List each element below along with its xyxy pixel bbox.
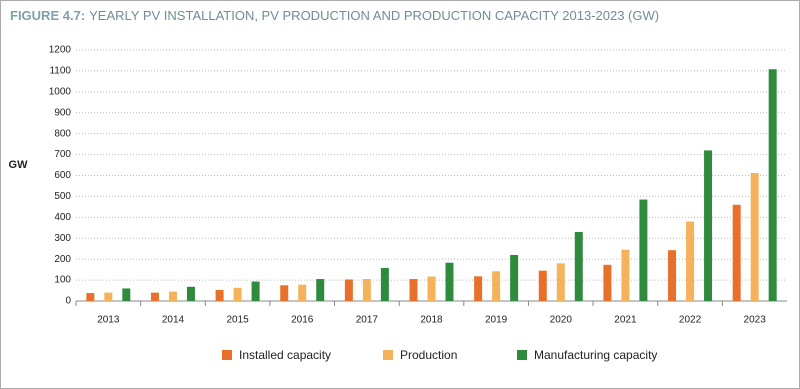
bar xyxy=(538,270,547,301)
y-tick-label: 500 xyxy=(54,191,71,202)
legend-swatch xyxy=(222,350,232,360)
bar xyxy=(122,288,131,301)
bar xyxy=(298,284,307,301)
legend-swatch xyxy=(383,350,393,360)
bar xyxy=(603,264,612,301)
x-tick-label: 2014 xyxy=(162,315,185,326)
bar xyxy=(168,291,177,301)
y-tick-label: 400 xyxy=(54,212,71,223)
bar xyxy=(86,293,95,301)
legend-swatch xyxy=(517,350,527,360)
bar xyxy=(251,281,260,301)
bar xyxy=(344,279,353,301)
legend-label: Installed capacity xyxy=(239,348,331,362)
y-tick-label: 1100 xyxy=(49,66,71,77)
x-tick-label: 2015 xyxy=(226,315,249,326)
bar xyxy=(510,254,519,301)
x-tick-label: 2020 xyxy=(550,315,573,326)
bar xyxy=(150,292,159,301)
x-tick-label: 2018 xyxy=(420,315,443,326)
bar xyxy=(750,172,759,301)
x-tick-label: 2017 xyxy=(356,315,379,326)
y-tick-label: 1200 xyxy=(49,45,72,56)
bar xyxy=(668,250,677,301)
y-tick-label: 300 xyxy=(54,233,71,244)
x-tick-label: 2021 xyxy=(614,315,637,326)
y-tick-label: 800 xyxy=(54,128,71,139)
bar xyxy=(186,286,195,301)
y-tick-label: 200 xyxy=(54,254,71,265)
bar xyxy=(686,221,695,301)
bar xyxy=(768,69,777,301)
chart-title: FIGURE 4.7: YEARLY PV INSTALLATION, PV PR… xyxy=(10,8,659,23)
y-tick-label: 900 xyxy=(54,107,71,118)
bar xyxy=(474,276,483,301)
y-tick-label: 700 xyxy=(54,149,71,160)
bar xyxy=(280,285,289,301)
bar xyxy=(621,249,630,301)
bar xyxy=(427,276,436,301)
x-tick-label: 2013 xyxy=(97,315,120,326)
bar xyxy=(445,262,454,301)
bar xyxy=(574,231,583,301)
bar xyxy=(732,204,741,301)
bar xyxy=(704,150,713,301)
legend-label: Production xyxy=(400,348,457,362)
bar xyxy=(362,279,371,301)
x-tick-label: 2019 xyxy=(485,315,508,326)
title-text: YEARLY PV INSTALLATION, PV PRODUCTION AN… xyxy=(89,8,659,23)
legend-label: Manufacturing capacity xyxy=(534,348,657,362)
bar xyxy=(380,267,389,301)
bar xyxy=(233,287,242,301)
x-tick-label: 2023 xyxy=(744,315,767,326)
bar xyxy=(639,199,648,301)
bar xyxy=(316,279,325,301)
bar xyxy=(215,289,224,301)
bar xyxy=(556,263,565,301)
y-axis-label: GW xyxy=(9,159,29,171)
bar xyxy=(104,292,113,301)
x-tick-label: 2022 xyxy=(679,315,702,326)
x-tick-label: 2016 xyxy=(291,315,314,326)
bar xyxy=(409,279,418,301)
figure-label: FIGURE 4.7: xyxy=(10,8,85,23)
y-tick-label: 1000 xyxy=(49,86,72,97)
y-tick-label: 100 xyxy=(54,275,71,286)
y-tick-label: 600 xyxy=(54,170,71,181)
y-tick-label: 0 xyxy=(65,296,71,307)
bar xyxy=(492,271,501,301)
